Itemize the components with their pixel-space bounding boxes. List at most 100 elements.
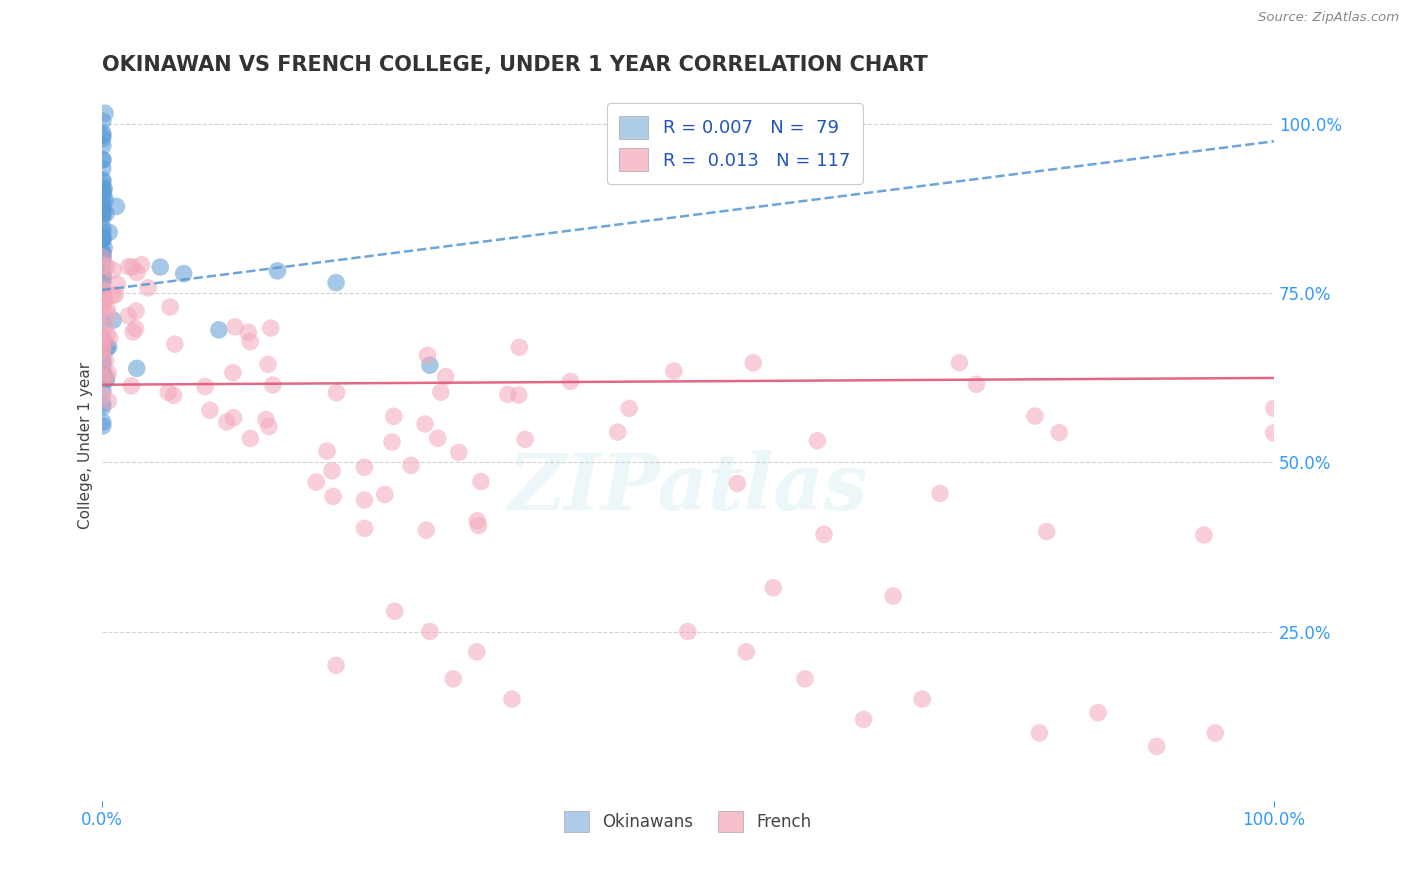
Point — [91, 246, 114, 260]
Point — [162, 388, 184, 402]
Point — [118, 260, 141, 274]
Point — [91, 221, 114, 235]
Point — [1204, 726, 1226, 740]
Point — [91, 269, 114, 284]
Point — [91, 231, 114, 245]
Point — [1146, 739, 1168, 754]
Point — [1028, 726, 1050, 740]
Point — [467, 518, 489, 533]
Point — [353, 521, 375, 535]
Point — [94, 353, 117, 368]
Point — [94, 206, 117, 220]
Point — [96, 341, 118, 355]
Point — [91, 365, 114, 379]
Point — [91, 269, 114, 284]
Point — [434, 369, 457, 384]
Point — [316, 444, 339, 458]
Point — [91, 384, 114, 398]
Point — [254, 412, 277, 426]
Point — [91, 365, 114, 379]
Point — [91, 132, 114, 146]
Point — [91, 203, 114, 218]
Point — [91, 126, 114, 140]
Point — [413, 417, 436, 431]
Point — [97, 394, 120, 409]
Point — [501, 692, 523, 706]
Point — [91, 206, 114, 220]
Point — [742, 356, 765, 370]
Point — [101, 288, 124, 302]
Point — [91, 233, 114, 247]
Point — [96, 373, 118, 387]
Point — [91, 211, 114, 225]
Point — [125, 321, 148, 335]
Point — [91, 139, 114, 153]
Point — [91, 180, 114, 194]
Point — [725, 476, 748, 491]
Point — [97, 366, 120, 380]
Point — [91, 193, 114, 207]
Point — [1263, 425, 1285, 440]
Point — [125, 266, 148, 280]
Point — [93, 186, 115, 201]
Point — [91, 343, 114, 357]
Point — [813, 527, 835, 541]
Point — [91, 400, 114, 414]
Point — [222, 410, 245, 425]
Point — [91, 350, 114, 364]
Point — [159, 300, 181, 314]
Point — [91, 114, 114, 128]
Point — [305, 475, 328, 489]
Point — [91, 354, 114, 368]
Point — [96, 326, 118, 341]
Point — [91, 340, 114, 354]
Point — [91, 298, 114, 312]
Point — [149, 260, 172, 274]
Point — [91, 202, 114, 216]
Point — [384, 604, 406, 618]
Point — [382, 409, 405, 424]
Point — [239, 334, 262, 349]
Point — [508, 340, 530, 354]
Point — [353, 460, 375, 475]
Point — [91, 153, 114, 167]
Point — [794, 672, 817, 686]
Point — [465, 514, 488, 528]
Point — [93, 241, 115, 255]
Point — [262, 378, 284, 392]
Legend: Okinawans, French: Okinawans, French — [557, 805, 818, 838]
Point — [266, 264, 288, 278]
Point — [606, 425, 628, 439]
Point — [353, 492, 375, 507]
Point — [560, 375, 582, 389]
Point — [93, 293, 115, 308]
Point — [222, 366, 245, 380]
Point — [103, 313, 125, 327]
Point — [447, 445, 470, 459]
Point — [125, 304, 148, 318]
Point — [198, 403, 221, 417]
Point — [399, 458, 422, 473]
Point — [157, 385, 180, 400]
Point — [1263, 401, 1285, 416]
Point — [91, 341, 114, 355]
Point — [91, 265, 114, 279]
Point — [91, 331, 114, 345]
Point — [94, 319, 117, 334]
Point — [105, 277, 128, 292]
Point — [91, 258, 114, 272]
Point — [91, 368, 114, 382]
Point — [215, 415, 238, 429]
Point — [91, 184, 114, 198]
Point — [91, 415, 114, 429]
Point — [415, 523, 437, 537]
Point — [91, 368, 114, 382]
Point — [1087, 706, 1109, 720]
Point — [496, 387, 519, 401]
Point — [91, 275, 114, 289]
Point — [101, 263, 124, 277]
Point — [508, 388, 530, 402]
Point — [91, 250, 114, 264]
Point — [465, 645, 488, 659]
Point — [136, 281, 159, 295]
